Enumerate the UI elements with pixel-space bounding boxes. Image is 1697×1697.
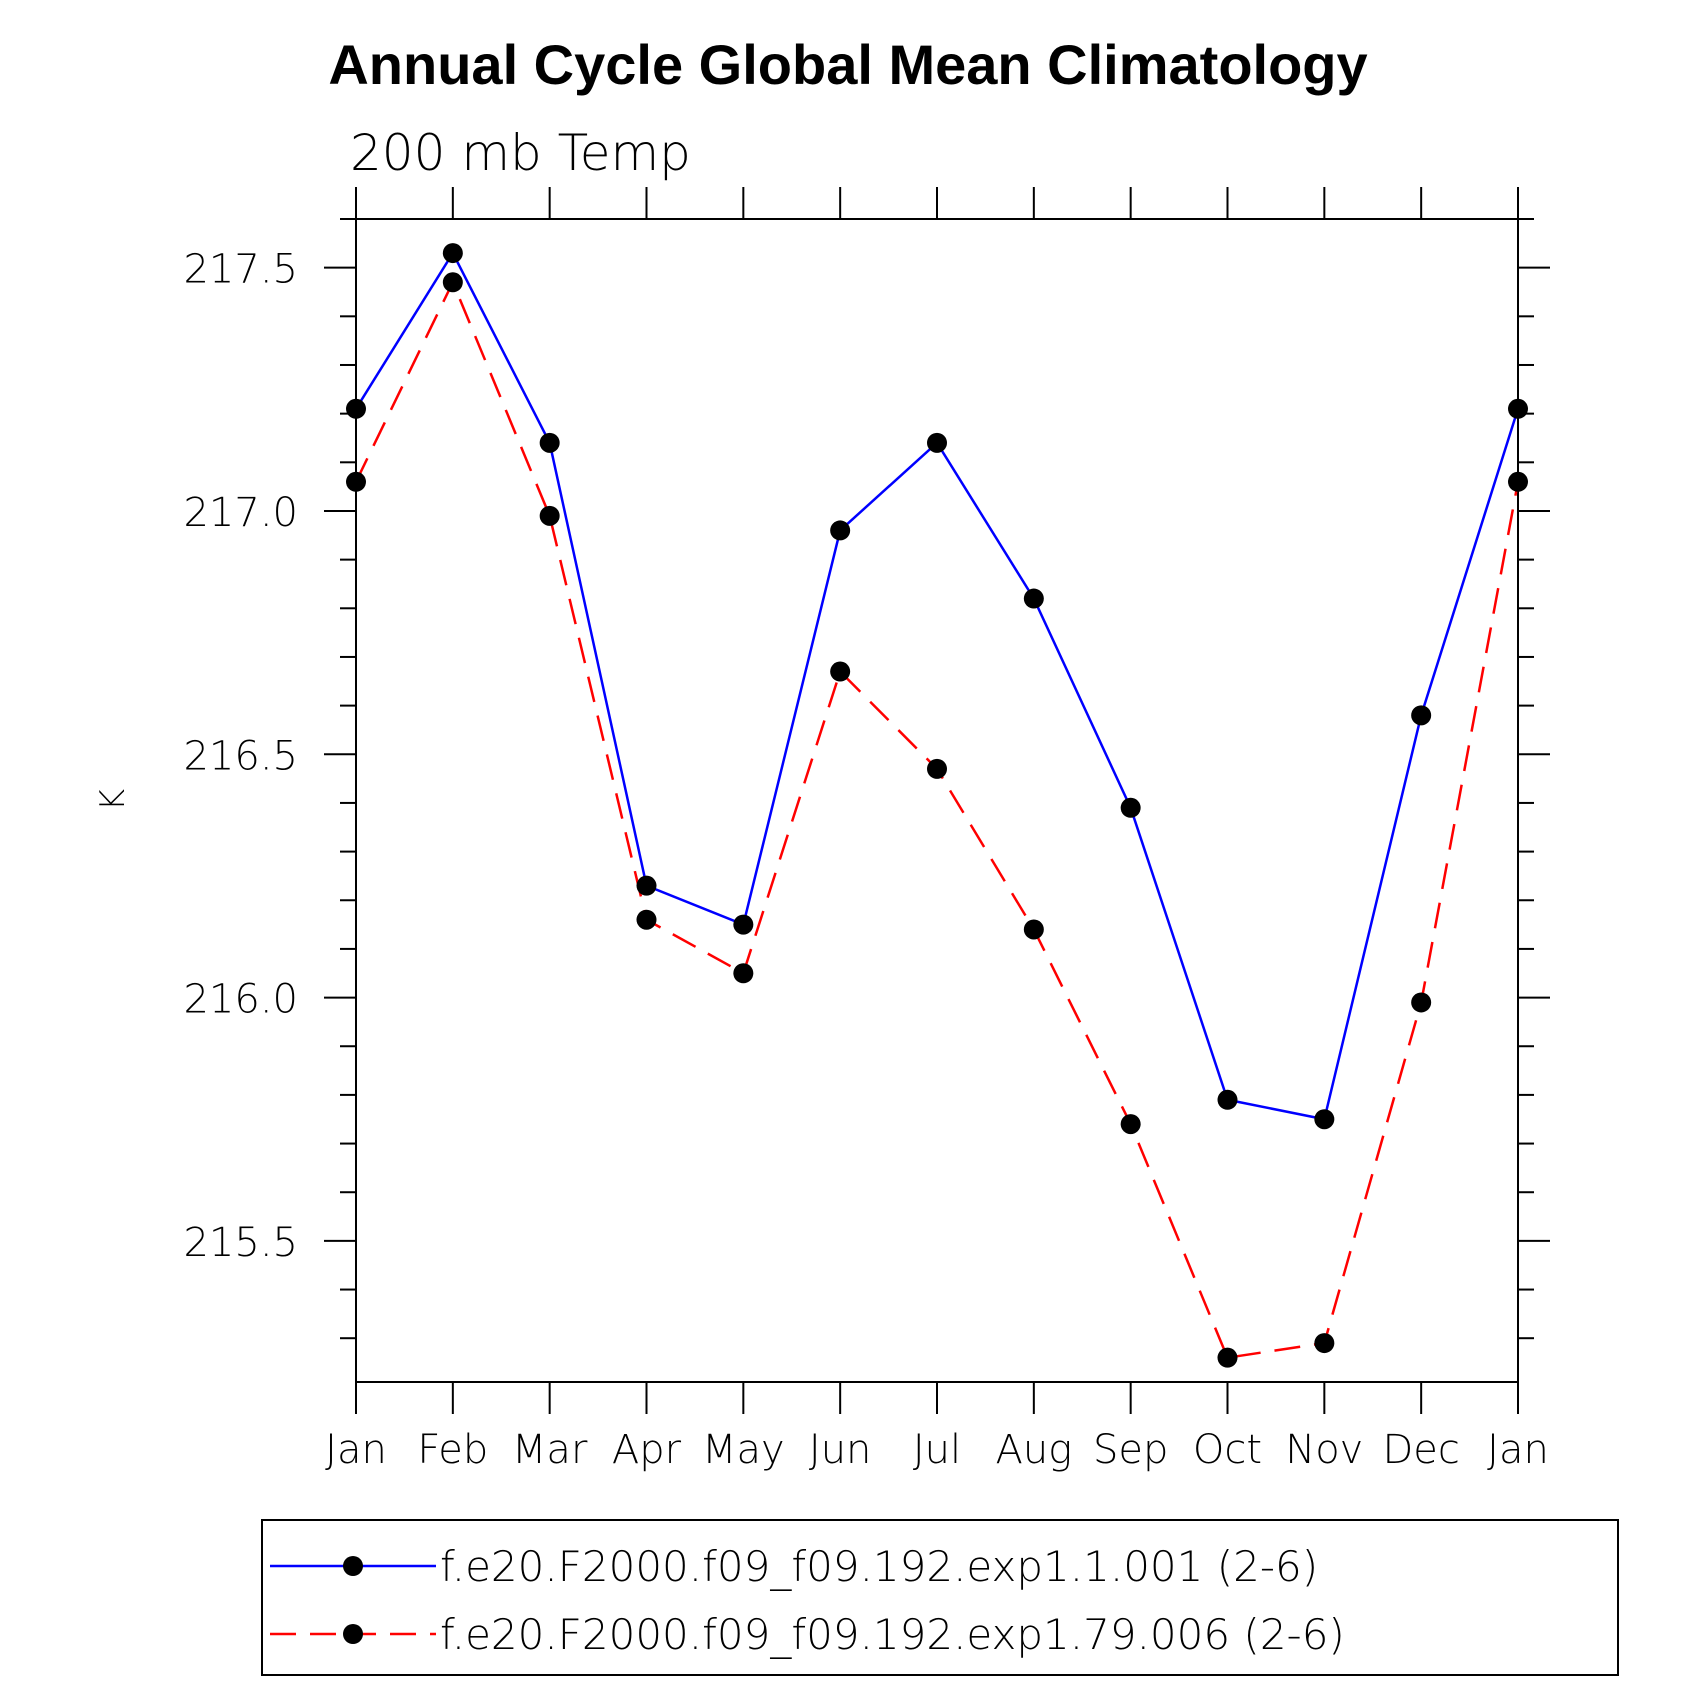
series-2-point [1411, 992, 1432, 1013]
y-tick-label: 216.0 [183, 977, 298, 1023]
legend-box [261, 1519, 1619, 1676]
plot-area [346, 243, 1528, 1368]
series-1-point [927, 432, 947, 453]
series-2-point [1120, 1114, 1141, 1135]
series-1-point [1217, 1089, 1238, 1110]
series-1-point [1120, 797, 1141, 818]
series-2-point [1217, 1347, 1238, 1368]
chart-subtitle: 200 mb Temp [350, 124, 691, 182]
x-tick-label: Jun [809, 1427, 872, 1473]
series-1-point [733, 914, 754, 935]
series-1-point [1023, 588, 1044, 609]
x-tick-label: Nov [1285, 1427, 1363, 1473]
series-1-point [636, 875, 657, 896]
x-tick-label: Jul [913, 1427, 961, 1473]
x-tick-label: Jan [1487, 1427, 1549, 1473]
series-1-point [1314, 1109, 1335, 1130]
series-line-1 [354, 250, 1520, 1121]
x-tick-label: Jan [325, 1427, 387, 1473]
series-2-point [636, 909, 657, 930]
series-1-point [442, 243, 463, 264]
legend-label-1: f.e20.F2000.f09_f09.192.exp1.1.001 (2-6) [440, 1542, 1318, 1591]
legend: f.e20.F2000.f09_f09.192.exp1.1.001 (2-6)… [261, 1519, 1619, 1676]
series-1-point [1508, 398, 1528, 419]
x-tick-label: Sep [1093, 1427, 1168, 1473]
x-tick-label: Apr [612, 1427, 682, 1473]
legend-marker-2 [343, 1624, 363, 1644]
x-tick-label: Oct [1193, 1427, 1262, 1473]
series-2-point [1314, 1333, 1335, 1354]
series-2-point [442, 272, 463, 293]
y-tick-label: 216.5 [183, 733, 298, 779]
x-tick-label: Dec [1382, 1427, 1459, 1473]
legend-label-2: f.e20.F2000.f09_f09.192.exp1.79.006 (2-6… [440, 1610, 1345, 1659]
y-tick-label: 217.0 [183, 490, 298, 536]
series-1-point [830, 520, 851, 541]
y-tick-label: 217.5 [183, 247, 298, 293]
x-tick-label: May [702, 1427, 785, 1473]
series-2-point [830, 661, 851, 682]
series-2-point [346, 471, 366, 492]
series-2-point [1508, 471, 1528, 492]
legend-marker-1 [343, 1556, 363, 1576]
chart-title: Annual Cycle Global Mean Climatology [328, 33, 1367, 96]
series-1-point [1411, 705, 1432, 726]
axes: Jan Feb Mar Apr May Jun Jul Aug Sep Oct Nov Dec Jan 2… [183, 187, 1550, 1473]
series-1-point [346, 398, 366, 419]
series-2-point [1023, 919, 1044, 940]
series-2-point [927, 758, 947, 779]
y-axis-label: K [93, 789, 133, 811]
x-tick-label: Aug [995, 1427, 1072, 1473]
y-tick-label: 215.5 [183, 1220, 298, 1266]
series-2-point [539, 505, 560, 526]
plot-frame [355, 218, 1519, 1383]
series-2-point [733, 963, 754, 984]
x-tick-label: Mar [512, 1427, 588, 1473]
x-tick-label: Feb [417, 1427, 488, 1473]
series-1-point [539, 432, 560, 453]
